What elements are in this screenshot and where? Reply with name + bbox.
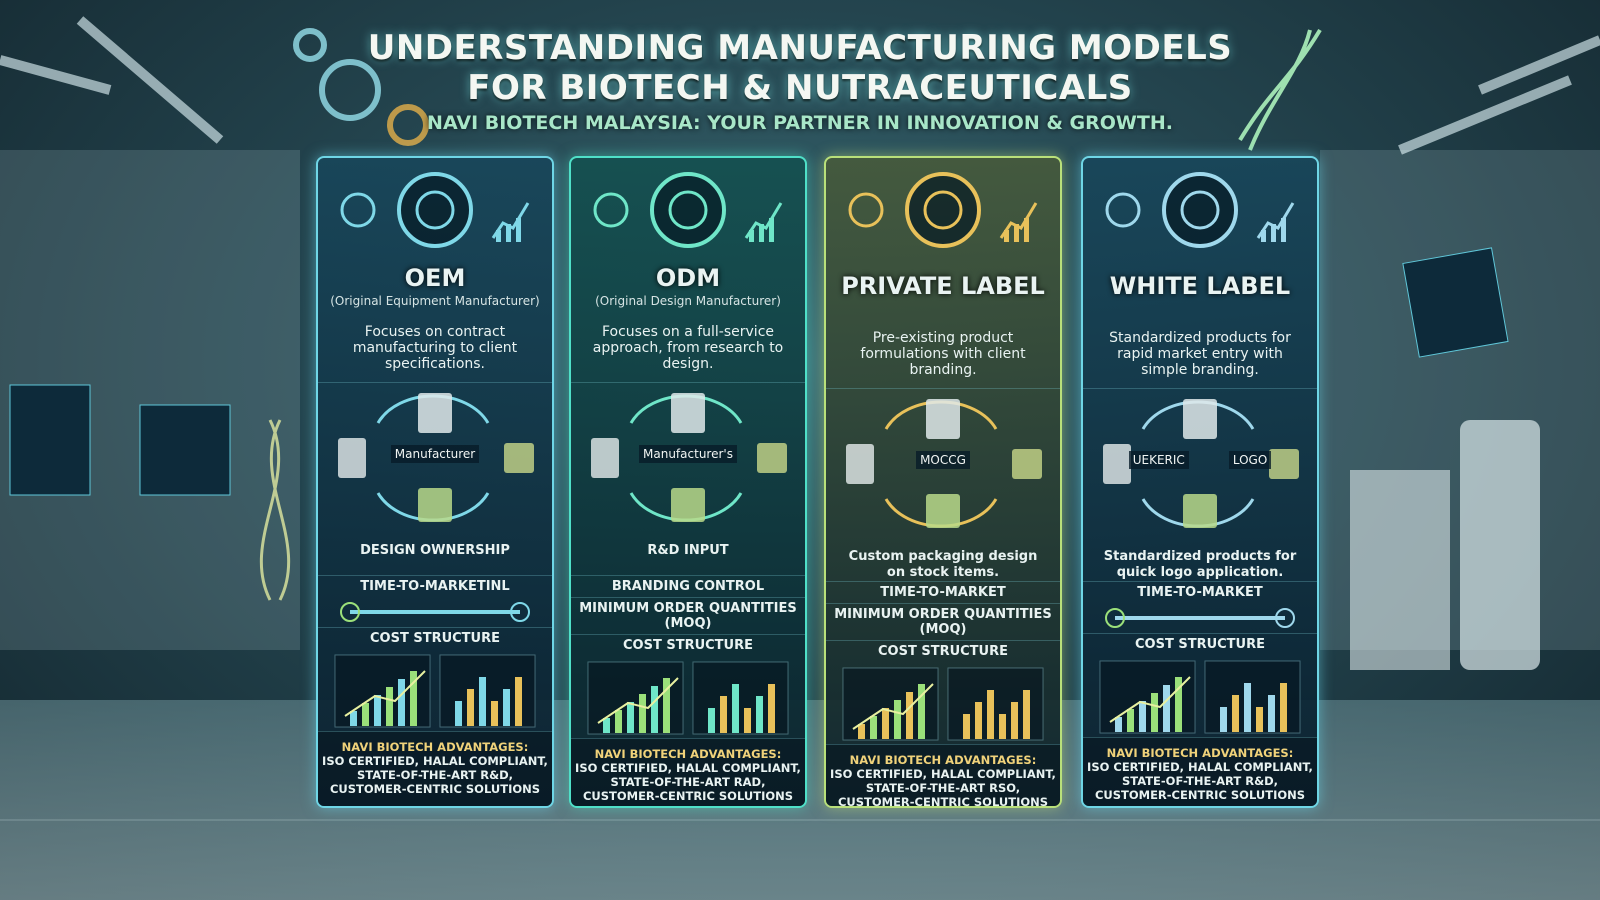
advantage-line: STATE-OF-THE-ART R&D, (356, 768, 514, 782)
advantages-heading: NAVI BIOTECH ADVANTAGES: (849, 753, 1037, 767)
process-diagram: Manufacturer (318, 382, 552, 543)
diagram-labels: Manufacturer's (571, 445, 805, 463)
diagram-labels: MOCCG (826, 451, 1060, 469)
section-label: TIME-TO-MARKETINL (318, 575, 552, 597)
advantage-line: ISO CERTIFIED, HALAL COMPLIANT, (830, 767, 1056, 781)
advantage-line: ISO CERTIFIED, HALAL COMPLIANT, (575, 761, 801, 775)
diagram-arrows (338, 393, 534, 522)
model-column: ODM (Original Design Manufacturer) Focuses… (569, 156, 807, 808)
diagram-label: LOGO (1228, 451, 1272, 469)
model-column: PRIVATE LABEL Pre-existing product formul… (824, 156, 1062, 808)
section-label: MINIMUM ORDER QUANTITIES (MOQ) (571, 597, 805, 634)
section-label: BRANDING CONTROL (571, 575, 805, 597)
caption: R&D INPUT (647, 543, 729, 558)
advantages: NAVI BIOTECH ADVANTAGES: ISO CERTIFIED, H… (571, 738, 805, 806)
process-diagram: UEKERIC LOGO (1083, 388, 1317, 549)
decor-strip (340, 602, 530, 622)
advantages-heading: NAVI BIOTECH ADVANTAGES: (1106, 746, 1294, 760)
diagram-label: Manufacturer's (639, 445, 737, 463)
section-label: COST STRUCTURE (571, 634, 805, 656)
diagram-labels: UEKERIC LOGO (1083, 451, 1317, 469)
process-diagram: Manufacturer's (571, 382, 805, 543)
model-description: Pre-existing product formulations with c… (860, 330, 1026, 378)
model-subtitle: (Original Design Manufacturer) (595, 294, 781, 308)
diagram-labels: Manufacturer (318, 445, 552, 463)
section-label: MINIMUM ORDER QUANTITIES (MOQ) (826, 603, 1060, 640)
section-label: TIME-TO-MARKET (1083, 581, 1317, 603)
advantages: NAVI BIOTECH ADVANTAGES: ISO CERTIFIED, H… (1083, 737, 1317, 806)
icon-row (593, 172, 783, 248)
title-line: FOR BIOTECH & NUTRACEUTICALS (467, 68, 1133, 108)
diagram-arrows (846, 399, 1042, 528)
model-name: ODM (655, 264, 721, 292)
title-line: UNDERSTANDING MANUFACTURING MODELS (367, 28, 1233, 68)
diagram-label: UEKERIC (1128, 451, 1189, 469)
model-name: OEM (404, 264, 466, 292)
advantage-line: STATE-OF-THE-ART RSO, (865, 781, 1021, 795)
section-label: COST STRUCTURE (1083, 633, 1317, 655)
icon-row (1105, 172, 1295, 248)
model-column: WHITE LABEL Standardized products for rap… (1081, 156, 1319, 808)
model-description: Standardized products for rapid market e… (1109, 330, 1291, 378)
diagram-arrows (591, 393, 787, 522)
model-column: OEM (Original Equipment Manufacturer) Focu… (316, 156, 554, 808)
diagram-label: MOCCG (916, 451, 970, 469)
model-description: Focuses on contract manufacturing to cli… (352, 324, 518, 372)
advantage-line: CUSTOMER-CENTRIC SOLUTIONS (582, 789, 794, 803)
advantage-line: ISO CERTIFIED, HALAL COMPLIANT, (1087, 760, 1313, 774)
model-subtitle: (Original Equipment Manufacturer) (330, 294, 540, 308)
model-name: PRIVATE LABEL (841, 272, 1045, 300)
section-label: TIME-TO-MARKET (826, 581, 1060, 603)
decor-charts (334, 654, 536, 728)
advantage-line: CUSTOMER-CENTRIC SOLUTIONS (837, 795, 1049, 808)
advantage-line: CUSTOMER-CENTRIC SOLUTIONS (1094, 788, 1306, 802)
icon-row (848, 172, 1038, 248)
advantage-line: ISO CERTIFIED, HALAL COMPLIANT, (322, 754, 548, 768)
advantages-heading: NAVI BIOTECH ADVANTAGES: (341, 740, 529, 754)
caption: Standardized products for quick logo app… (1103, 549, 1297, 580)
process-diagram: MOCCG (826, 388, 1060, 549)
diagram-label: Manufacturer (390, 445, 480, 463)
decor-charts (1099, 660, 1301, 734)
decor-charts (587, 661, 789, 735)
section-label: COST STRUCTURE (318, 627, 552, 649)
advantage-line: STATE-OF-THE-ART RAD, (610, 775, 766, 789)
section-label: COST STRUCTURE (826, 640, 1060, 662)
caption: DESIGN OWNERSHIP (360, 543, 510, 558)
decor-charts (842, 667, 1044, 741)
advantage-line: STATE-OF-THE-ART R&D, (1121, 774, 1279, 788)
model-name: WHITE LABEL (1109, 272, 1291, 300)
advantages: NAVI BIOTECH ADVANTAGES: ISO CERTIFIED, H… (318, 731, 552, 806)
model-description: Focuses on a full-service approach, from… (592, 324, 784, 372)
advantage-line: CUSTOMER-CENTRIC SOLUTIONS (329, 782, 541, 796)
diagram-arrows (1103, 399, 1299, 528)
advantages-heading: NAVI BIOTECH ADVANTAGES: (594, 747, 782, 761)
advantages: NAVI BIOTECH ADVANTAGES: ISO CERTIFIED, H… (826, 744, 1060, 808)
decor-strip (1105, 608, 1295, 628)
caption: Custom packaging design on stock items. (848, 549, 1038, 580)
icon-row (340, 172, 530, 248)
subtitle: NAVI BIOTECH MALAYSIA: YOUR PARTNER IN I… (427, 112, 1173, 134)
